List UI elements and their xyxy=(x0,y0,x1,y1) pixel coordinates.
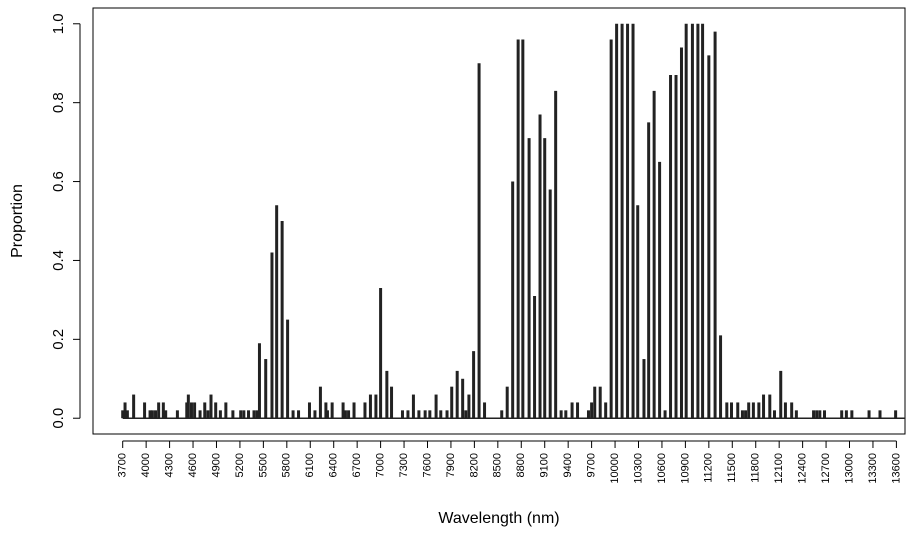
x-tick-label: 4600 xyxy=(187,453,199,477)
y-axis-label: Proportion xyxy=(9,184,26,258)
y-tick-label: 0.0 xyxy=(50,408,67,429)
x-tick-label: 12100 xyxy=(773,453,785,484)
x-tick-label: 10900 xyxy=(679,453,691,484)
y-tick-label: 1.0 xyxy=(50,13,67,34)
x-tick-label: 5200 xyxy=(234,453,246,477)
x-tick-label: 13000 xyxy=(843,453,855,484)
x-tick-label: 4300 xyxy=(163,453,175,477)
y-tick-label: 0.8 xyxy=(50,92,67,113)
x-tick-label: 9400 xyxy=(562,453,574,477)
plot-box xyxy=(92,7,906,435)
x-tick-label: 9100 xyxy=(539,453,551,477)
x-tick-label: 11500 xyxy=(726,453,738,483)
y-tick-label: 0.4 xyxy=(50,250,67,271)
x-tick-label: 5500 xyxy=(257,453,269,477)
x-tick-label: 7600 xyxy=(421,453,433,477)
x-tick-label: 7300 xyxy=(398,453,410,477)
y-tick-label: 0.6 xyxy=(50,171,67,192)
y-tick-label: 0.2 xyxy=(50,329,67,350)
x-tick-label: 6100 xyxy=(304,453,316,477)
x-tick-label: 10000 xyxy=(609,453,621,484)
x-tick-label: 6400 xyxy=(328,453,340,477)
x-tick-label: 13600 xyxy=(890,453,902,484)
x-tick-label: 9700 xyxy=(586,453,598,477)
x-tick-label: 13300 xyxy=(867,453,879,484)
x-tick-label: 11200 xyxy=(703,453,715,483)
x-tick-label: 8800 xyxy=(515,453,527,477)
x-tick-label: 6700 xyxy=(351,453,363,477)
x-tick-label: 4900 xyxy=(210,453,222,477)
x-tick-label: 10600 xyxy=(656,453,668,484)
x-tick-label: 7000 xyxy=(375,453,387,477)
x-tick-label: 3700 xyxy=(117,453,129,477)
x-tick-label: 4000 xyxy=(140,453,152,477)
x-tick-label: 5800 xyxy=(281,453,293,477)
x-tick-label: 8500 xyxy=(492,453,504,477)
x-tick-label: 12700 xyxy=(820,453,832,484)
x-axis-label: Wavelength (nm) xyxy=(438,510,559,527)
x-tick-label: 8200 xyxy=(468,453,480,477)
x-tick-label: 10300 xyxy=(632,453,644,484)
x-tick-label: 7900 xyxy=(445,453,457,477)
x-tick-label: 12400 xyxy=(797,453,809,484)
x-tick-label: 11800 xyxy=(750,453,762,483)
